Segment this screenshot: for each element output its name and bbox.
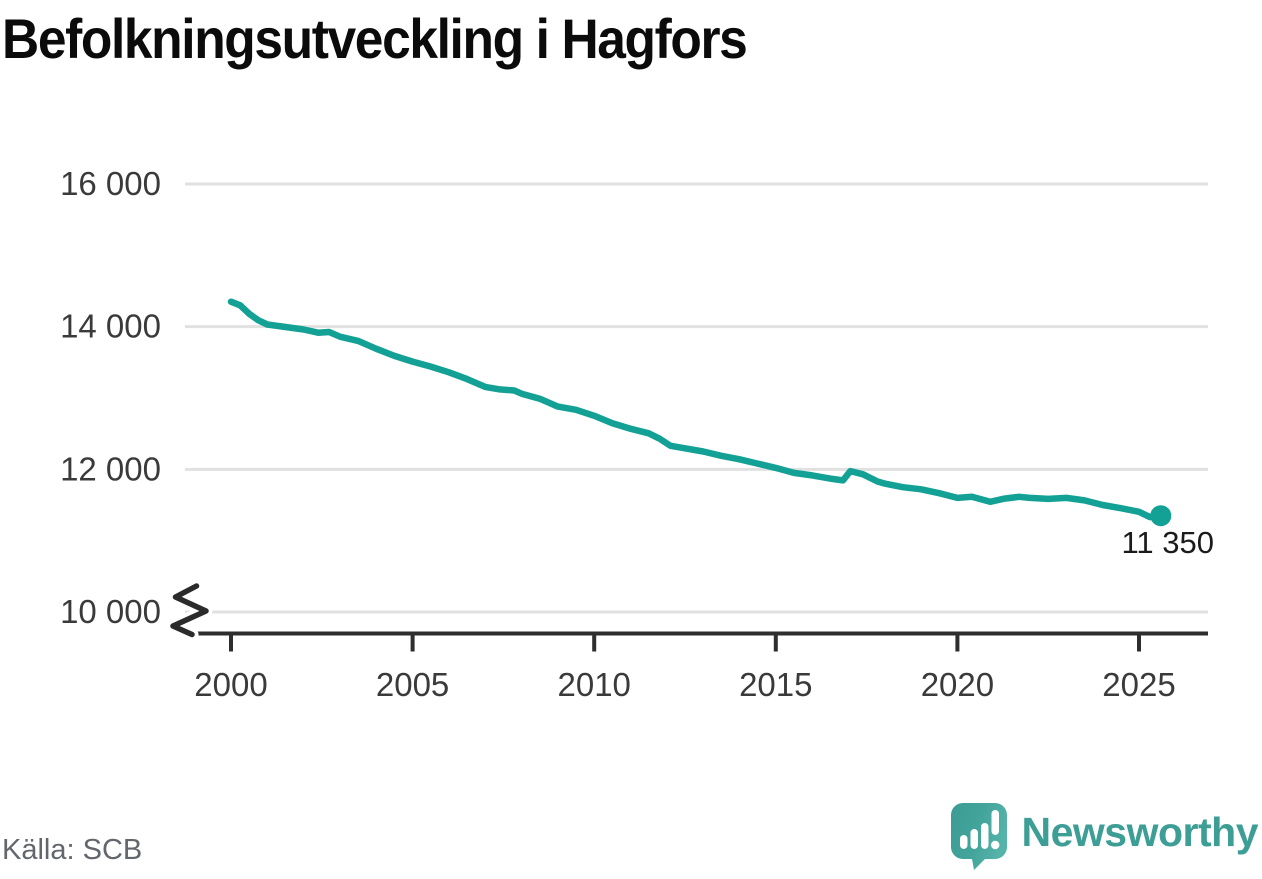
population-line bbox=[227, 298, 1165, 521]
x-tick-label: 2005 bbox=[376, 666, 449, 703]
y-tick-label: 14 000 bbox=[60, 308, 161, 345]
newsworthy-wordmark: Newsworthy bbox=[1021, 808, 1259, 855]
x-tick-label: 2020 bbox=[921, 666, 994, 703]
x-tick-label: 2000 bbox=[194, 666, 267, 703]
population-line-chart: 16 000 14 000 12 000 10 000 2000 2005 2010 2015… bbox=[60, 165, 1214, 703]
last-point-marker bbox=[1150, 505, 1172, 527]
chart-footer: Källa: SCB Newsworthy bbox=[0, 803, 1262, 879]
exclamation-dot bbox=[990, 840, 999, 850]
last-value-label: 11 350 bbox=[1121, 525, 1214, 560]
y-tick-label: 16 000 bbox=[60, 165, 161, 202]
newsworthy-speech-bubble-barchart-icon bbox=[950, 803, 1007, 870]
newsworthy-logo: Newsworthy bbox=[947, 801, 1259, 871]
y-tick-label: 12 000 bbox=[60, 450, 161, 487]
x-tick-label: 2025 bbox=[1102, 666, 1175, 703]
y-tick-label: 10 000 bbox=[60, 593, 161, 630]
axis-break-icon bbox=[170, 583, 209, 638]
chart-title: Befolkningsutveckling i Hagfors bbox=[2, 7, 748, 70]
bar-tall bbox=[980, 823, 988, 849]
bar-medium bbox=[970, 829, 978, 849]
exclamation-bar bbox=[991, 810, 999, 835]
bar-small bbox=[959, 835, 967, 849]
x-tick-label: 2015 bbox=[739, 666, 812, 703]
source-note: Källa: SCB bbox=[2, 834, 143, 866]
x-tick-label: 2010 bbox=[557, 666, 630, 703]
